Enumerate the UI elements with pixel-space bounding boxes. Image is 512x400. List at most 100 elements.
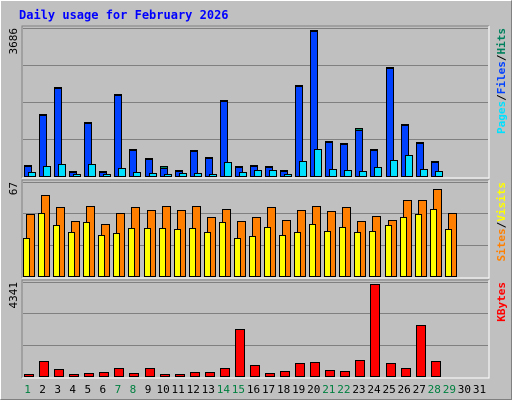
- bar-kbytes-day-15: [235, 329, 245, 377]
- bar-pages-day-15: [239, 172, 247, 177]
- x-tick-label-day-5: 5: [84, 383, 91, 396]
- bar-pages-day-21: [329, 169, 337, 177]
- panel-legend: Sites/Visits: [495, 182, 508, 262]
- x-tick-label-day-25: 25: [382, 383, 395, 396]
- x-tick-label-day-13: 13: [202, 383, 215, 396]
- x-tick-label-day-22: 22: [337, 383, 350, 396]
- x-tick-label-day-12: 12: [187, 383, 200, 396]
- x-tick-label-day-28: 28: [428, 383, 441, 396]
- x-tick-label-day-6: 6: [100, 383, 107, 396]
- bar-pages-day-4: [73, 174, 81, 177]
- bar-kbytes-day-17: [265, 373, 275, 377]
- bar-kbytes-day-19: [295, 363, 305, 377]
- bar-visits-day-18: [279, 235, 286, 277]
- bar-visits-day-8: [128, 228, 135, 277]
- bar-files-day-23: [355, 130, 363, 177]
- bar-pages-day-5: [88, 164, 96, 177]
- panel-background: [22, 280, 489, 378]
- bar-visits-day-5: [83, 222, 90, 277]
- panel-shadow-edge: [21, 25, 489, 178]
- bar-visits-day-17: [264, 227, 271, 277]
- x-tick-label-day-1: 1: [24, 383, 31, 396]
- x-tick-label-day-20: 20: [307, 383, 320, 396]
- bar-visits-day-20: [309, 224, 316, 277]
- bar-pages-day-9: [149, 173, 157, 177]
- bar-files-day-7: [114, 95, 122, 177]
- legend-entry-files: Files: [495, 61, 508, 94]
- panel-highlight-edge: [22, 26, 490, 179]
- bar-pages-day-26: [405, 155, 413, 177]
- bar-files-day-3: [54, 88, 62, 177]
- bar-visits-day-24: [369, 231, 376, 277]
- x-tick-label-day-8: 8: [130, 383, 137, 396]
- x-tick-label-day-23: 23: [352, 383, 365, 396]
- panel-shadow-edge: [21, 279, 489, 378]
- bar-kbytes-day-16: [250, 365, 260, 377]
- bar-pages-day-11: [179, 173, 187, 177]
- bar-kbytes-day-4: [69, 374, 79, 377]
- x-tick-label-day-3: 3: [54, 383, 61, 396]
- x-axis-tick-labels: 1 2 3 4 5 6 7 8 9 10 11 12 13 14 15 16 17 18 19 20 21 22 23 24 2…: [24, 383, 486, 396]
- panel-kbytes: 4341 KBytes: [7, 279, 508, 379]
- bar-pages-day-12: [194, 173, 202, 177]
- x-tick-label-day-14: 14: [217, 383, 231, 396]
- bar-pages-day-14: [224, 162, 232, 177]
- panel-highlight-edge: [22, 280, 490, 379]
- bar-visits-day-14: [219, 222, 226, 277]
- bar-pages-day-25: [390, 160, 398, 177]
- bar-visits-day-3: [53, 225, 60, 277]
- bar-kbytes-day-9: [145, 368, 155, 377]
- bar-kbytes-day-22: [340, 371, 350, 377]
- bar-pages-day-18: [284, 174, 292, 177]
- x-tick-label-day-9: 9: [145, 383, 152, 396]
- bar-visits-day-22: [339, 227, 346, 277]
- bar-pages-day-17: [269, 170, 277, 177]
- bar-kbytes-day-21: [325, 370, 335, 377]
- bar-pages-day-23: [359, 171, 367, 177]
- bar-pages-day-28: [435, 171, 443, 177]
- bar-visits-day-28: [430, 209, 437, 277]
- bar-pages-day-13: [209, 174, 217, 177]
- bar-kbytes-day-25: [386, 363, 396, 377]
- bar-files-day-12: [190, 151, 198, 177]
- bar-kbytes-day-20: [310, 362, 320, 377]
- bar-kbytes-day-27: [416, 325, 426, 377]
- bar-visits-day-27: [415, 214, 422, 277]
- legend-entry-: /: [495, 54, 508, 61]
- legend-entry-hits: Hits: [495, 28, 508, 55]
- x-tick-label-day-31: 31: [473, 383, 486, 396]
- panel-highlight-edge: [22, 180, 490, 279]
- x-tick-label-day-7: 7: [115, 383, 122, 396]
- x-tick-label-day-26: 26: [398, 383, 411, 396]
- bar-visits-day-13: [204, 232, 211, 277]
- bar-visits-day-4: [68, 232, 75, 277]
- bar-kbytes-day-11: [175, 374, 185, 377]
- bar-visits-day-26: [400, 217, 407, 277]
- x-tick-label-day-11: 11: [172, 383, 185, 396]
- x-tick-label-day-2: 2: [39, 383, 46, 396]
- bar-visits-day-2: [38, 213, 45, 277]
- panel-shadow-edge: [21, 179, 489, 278]
- bar-visits-day-9: [144, 228, 151, 277]
- bar-kbytes-day-26: [401, 368, 411, 377]
- bar-pages-day-22: [344, 170, 352, 177]
- bar-kbytes-day-7: [114, 368, 124, 377]
- bar-visits-day-6: [98, 235, 105, 277]
- bar-visits-day-23: [354, 232, 361, 277]
- bar-kbytes-day-10: [160, 374, 170, 377]
- bar-pages-day-10: [164, 174, 172, 177]
- bar-visits-day-21: [324, 231, 331, 277]
- bar-kbytes-day-23: [355, 360, 365, 377]
- x-tick-label-day-16: 16: [247, 383, 260, 396]
- bar-visits-day-11: [174, 229, 181, 277]
- bar-pages-day-7: [118, 168, 126, 177]
- bar-visits-day-29: [445, 229, 452, 277]
- legend-entry-sites: Sites: [495, 228, 508, 261]
- x-tick-label-day-21: 21: [322, 383, 335, 396]
- bar-pages-day-19: [299, 161, 307, 177]
- bar-visits-day-16: [249, 236, 256, 277]
- legend-entry-visits: Visits: [495, 182, 508, 222]
- bar-kbytes-day-13: [205, 372, 215, 377]
- x-tick-label-day-10: 10: [156, 383, 169, 396]
